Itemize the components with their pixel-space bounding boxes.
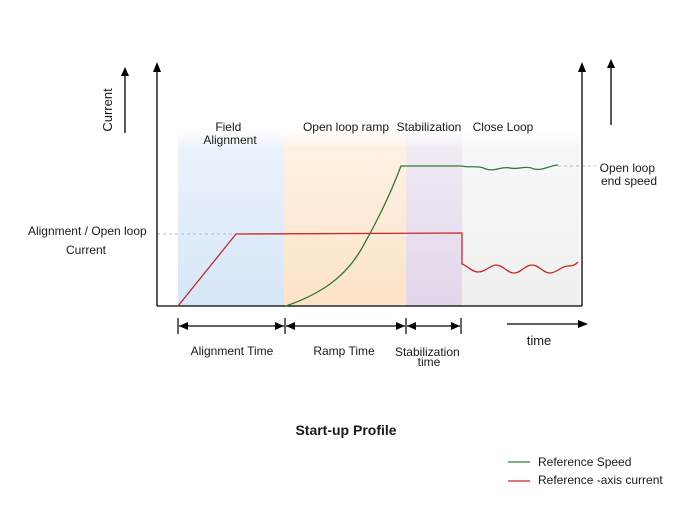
phase-region-ramp (284, 120, 406, 306)
phase-region-alignment (178, 120, 284, 306)
diagram-title: Start-up Profile (295, 422, 396, 438)
legend-label-current: Reference -axis current (538, 473, 663, 487)
alignment-time-arrow-left (179, 322, 188, 330)
time-indicator-arrowhead (578, 320, 588, 328)
y-axis-label: Current (100, 88, 115, 132)
main-y-axis-arrowhead (153, 62, 161, 72)
stabilization-time-arrow-left (407, 322, 416, 330)
right-y-axis-arrowhead (578, 62, 586, 72)
alignment-time-arrow-right (275, 322, 284, 330)
duration-label-ramp: Ramp Time (313, 344, 375, 358)
legend: Reference Speed Reference -axis current (508, 455, 663, 487)
ramp-time-arrow-right (396, 322, 405, 330)
duration-label-alignment: Alignment Time (191, 344, 274, 358)
duration-label-stabilization: Stabilization time (395, 345, 463, 369)
phase-label-closeloop: Close Loop (473, 120, 534, 134)
phase-region-closeloop (462, 120, 580, 306)
speed-indicator-arrowhead (607, 59, 615, 68)
legend-label-speed: Reference Speed (538, 455, 631, 469)
phase-label-alignment: Field Alignment (203, 120, 257, 147)
ramp-time-arrow-left (286, 322, 295, 330)
right-annotation: Open loop end speed (600, 161, 659, 188)
reference-speed-curve (285, 164, 559, 307)
phase-label-ramp: Open loop ramp (303, 120, 389, 134)
phase-label-stabilization: Stabilization (397, 120, 462, 134)
phase-region-stabilization (406, 120, 462, 306)
left-annotation: Alignment / Open loop Current (28, 224, 150, 257)
x-axis-label: time (527, 333, 552, 348)
reference-current-curve (177, 232, 579, 307)
current-indicator-arrowhead (121, 67, 129, 76)
stabilization-time-arrow-right (451, 322, 460, 330)
